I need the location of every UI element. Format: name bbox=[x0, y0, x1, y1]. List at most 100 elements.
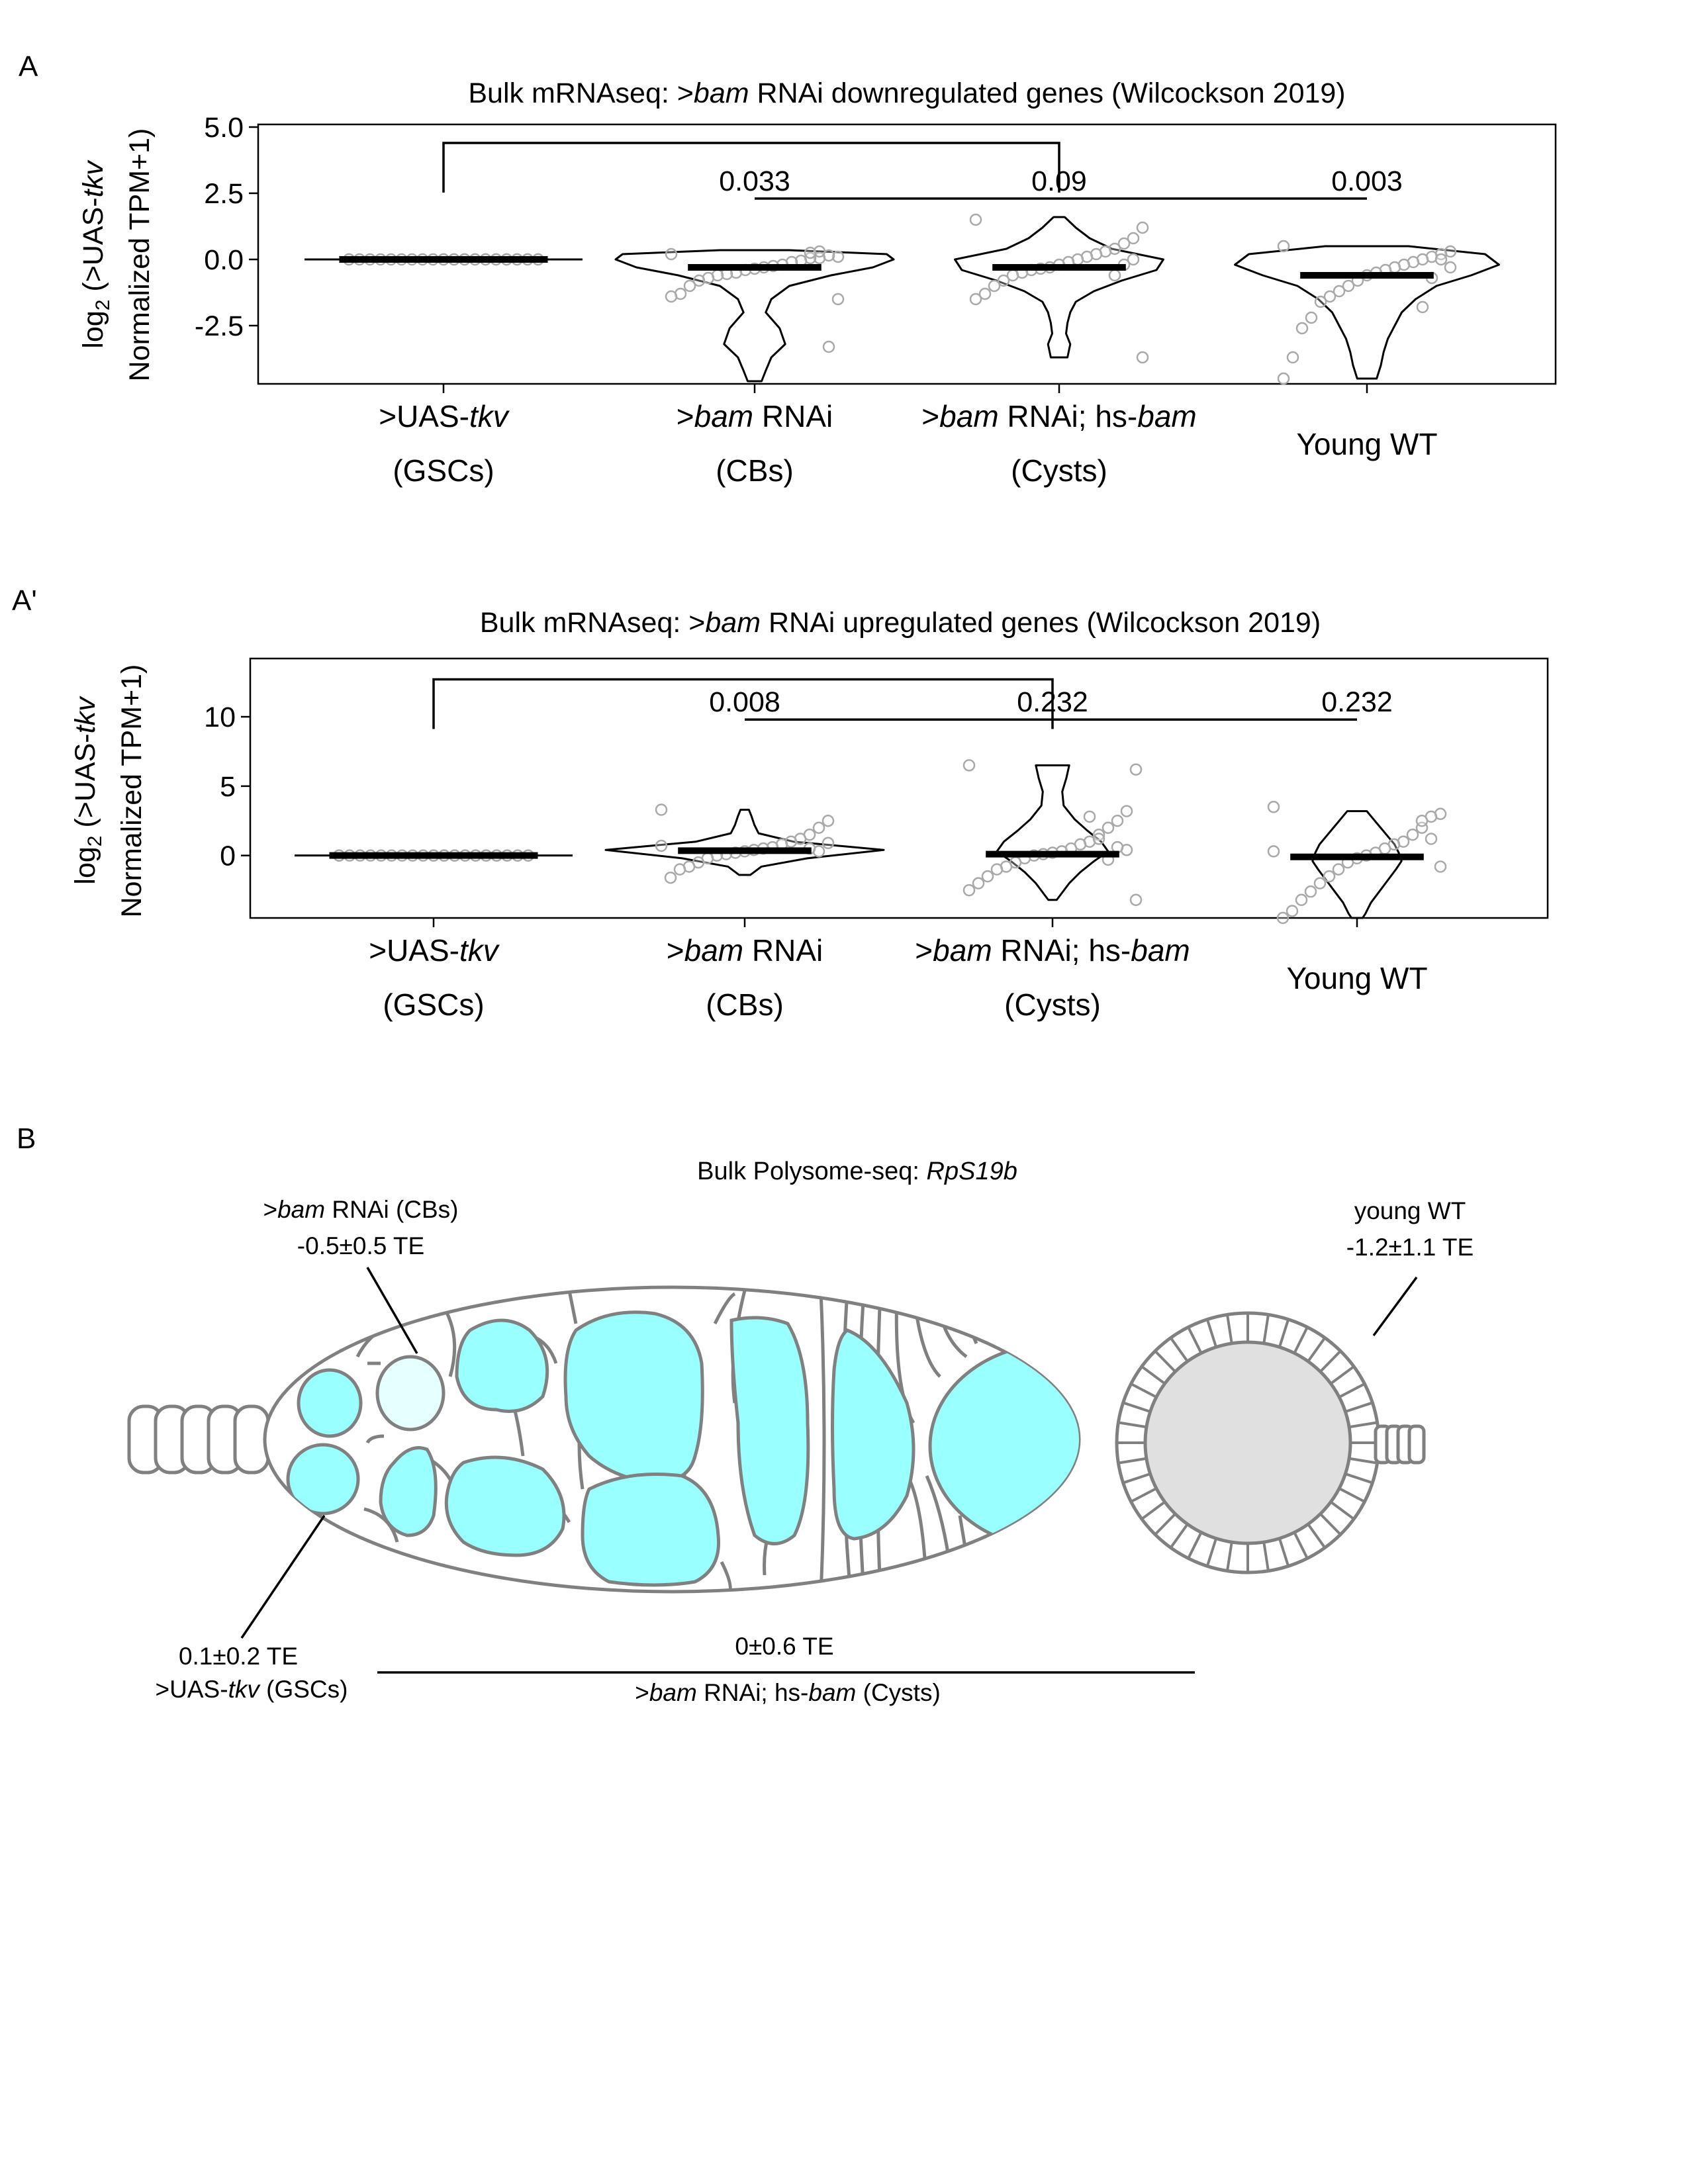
data-point bbox=[1295, 322, 1309, 335]
data-point bbox=[1332, 863, 1345, 876]
wt-pointer-line bbox=[1372, 1276, 1418, 1337]
stalk-right bbox=[1374, 1424, 1426, 1465]
follicle-cell-boundary bbox=[1141, 1500, 1166, 1520]
data-point bbox=[1406, 828, 1419, 841]
cb-label-pre: > bbox=[263, 1196, 277, 1223]
data-point bbox=[1108, 269, 1121, 282]
data-point bbox=[1267, 845, 1280, 858]
x-tick-label: >bam RNAi bbox=[677, 399, 833, 433]
p-value-label: 0.003 bbox=[1331, 165, 1403, 197]
x-tick-label-italic: bam bbox=[684, 933, 743, 968]
data-point bbox=[1111, 815, 1124, 827]
cb-pointer-line bbox=[366, 1267, 418, 1354]
follicle-cell-boundary bbox=[1169, 1337, 1189, 1363]
panel-a-chart: 5.0 2.5 0.0 -2.5 0.033 0.09 0.003 bbox=[195, 112, 1500, 393]
panel-a-prime-ylabel: log2 (>UAS-tkv Normalized TPM+1) bbox=[70, 664, 148, 918]
cyst-label-mid: RNAi; hs- bbox=[697, 1679, 809, 1706]
wt-te-value: -1.2±1.1 TE bbox=[1346, 1234, 1474, 1261]
follicle-cell-boundary bbox=[1118, 1457, 1147, 1465]
follicle-cell-boundary bbox=[1205, 1537, 1218, 1567]
panel-a-ylabel: log2 (>UAS-tkv Normalized TPM+1) bbox=[77, 128, 156, 382]
data-point bbox=[1434, 860, 1447, 873]
x-tick-label: >bam RNAi; hs-bam bbox=[915, 933, 1190, 968]
follicle-cell-boundary bbox=[1118, 1421, 1147, 1429]
data-point bbox=[665, 248, 678, 261]
p-value-label: 0.09 bbox=[1031, 165, 1087, 197]
panel-a-title-italic: bam bbox=[694, 77, 749, 109]
panel-a-prime-chart: 10 5 0 0.008 0.232 0.232 bbox=[204, 678, 1447, 927]
panel-a-title: Bulk mRNAseq: >bam RNAi downregulated ge… bbox=[468, 77, 1345, 109]
wt-label: young WT bbox=[1354, 1197, 1466, 1224]
data-point bbox=[673, 863, 686, 876]
panel-a-title-post: RNAi downregulated genes (Wilcockson 201… bbox=[749, 77, 1346, 109]
p-value-label: 0.232 bbox=[1017, 686, 1088, 718]
x-tick-label-part: RNAi bbox=[753, 399, 833, 433]
y-tick-label: 5 bbox=[220, 771, 236, 803]
data-point bbox=[988, 279, 1001, 293]
gsc-label-post: (GSCs) bbox=[259, 1676, 348, 1703]
data-point bbox=[1323, 870, 1336, 883]
data-point bbox=[1129, 893, 1143, 906]
x-tick-label-italic: bam bbox=[939, 399, 998, 433]
follicle-cell-boundary bbox=[1278, 1537, 1290, 1567]
data-point bbox=[831, 293, 845, 306]
x-tick-label-italic: tkv bbox=[459, 933, 500, 968]
data-point bbox=[1092, 833, 1105, 845]
data-point bbox=[1416, 300, 1429, 314]
data-point bbox=[1267, 801, 1280, 813]
panel-a: A Bulk mRNAseq: >bam RNAi downregulated … bbox=[19, 50, 1557, 488]
y-tick-label: -2.5 bbox=[195, 310, 244, 342]
panel-letter-b: B bbox=[17, 1122, 36, 1155]
egg-chamber-follicle-spokes bbox=[1117, 1313, 1379, 1572]
follicle-cell-boundary bbox=[1338, 1383, 1366, 1398]
panel-a-prime-ylabel-italic: tkv bbox=[70, 696, 101, 733]
x-tick-label: >bam RNAi bbox=[667, 933, 823, 968]
data-point bbox=[978, 287, 992, 300]
panel-a-prime-ylabel-sub: 2 bbox=[84, 836, 106, 847]
panel-a-prime-title-italic: bam bbox=[705, 607, 761, 639]
panel-a-plot-frame bbox=[257, 123, 1557, 385]
follicle-cell-boundary bbox=[1226, 1541, 1233, 1571]
data-point bbox=[990, 863, 1004, 876]
follicle-cell-boundary bbox=[1130, 1383, 1157, 1398]
x-tick-label-part: > bbox=[915, 933, 933, 968]
data-point bbox=[1425, 833, 1438, 845]
follicle-cell-boundary bbox=[1187, 1531, 1203, 1559]
p-value-label: 0.008 bbox=[709, 686, 780, 718]
data-point bbox=[972, 877, 985, 889]
gsc-label-pre: >UAS- bbox=[156, 1676, 228, 1703]
violin-shape bbox=[1311, 810, 1403, 919]
data-point bbox=[1277, 240, 1290, 253]
follicle-cell-boundary bbox=[1141, 1365, 1166, 1385]
cb-label-post: RNAi (CBs) bbox=[325, 1196, 458, 1223]
panel-a-prime-ylabel-line2: Normalized TPM+1) bbox=[116, 664, 148, 918]
data-point bbox=[969, 213, 982, 226]
follicle-cell-boundary bbox=[1262, 1541, 1270, 1571]
x-tick-label-italic: bam bbox=[1137, 399, 1196, 433]
follicle-cell-boundary bbox=[1344, 1401, 1373, 1413]
x-tick-label-line2: (CBs) bbox=[716, 453, 794, 488]
data-point bbox=[655, 803, 668, 816]
data-point bbox=[1286, 905, 1299, 917]
follicle-cell-boundary bbox=[1348, 1421, 1378, 1429]
cyst-te-value: 0±0.6 TE bbox=[735, 1633, 833, 1660]
data-point bbox=[1342, 279, 1355, 293]
panel-a-prime-title-pre: Bulk mRNAseq: > bbox=[480, 607, 706, 639]
data-point bbox=[1313, 877, 1327, 889]
data-point bbox=[804, 246, 817, 259]
follicle-cell-boundary bbox=[1293, 1326, 1309, 1354]
data-point bbox=[1120, 805, 1133, 817]
panel-a-ylabel-italic: tkv bbox=[77, 159, 109, 197]
y-tick-label: 0.0 bbox=[204, 244, 244, 276]
data-point bbox=[1276, 911, 1289, 925]
violin-shape bbox=[614, 249, 895, 383]
follicle-cell-boundary bbox=[1262, 1314, 1270, 1344]
data-point bbox=[664, 871, 677, 884]
follicle-cell-boundary bbox=[1169, 1523, 1189, 1549]
x-tick-label-line2: (CBs) bbox=[706, 987, 784, 1022]
gsc-te-value: 0.1±0.2 TE bbox=[179, 1643, 298, 1670]
panel-a-prime-plot-frame bbox=[249, 657, 1549, 919]
panel-a-xlabels: >UAS-tkv(GSCs)>bam RNAi(CBs)>bam RNAi; h… bbox=[379, 399, 1437, 488]
gsc-cell-lower bbox=[286, 1443, 360, 1516]
panel-a-prime: A' Bulk mRNAseq: >bam RNAi upregulated g… bbox=[12, 584, 1549, 1022]
